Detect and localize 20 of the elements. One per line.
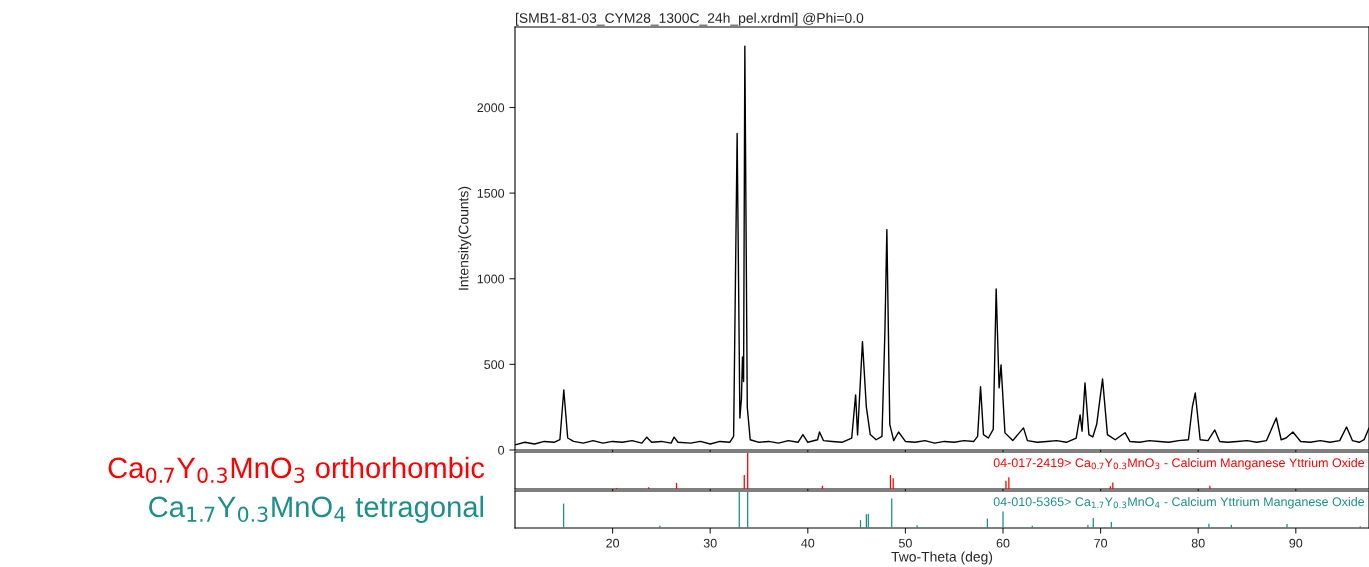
x-tick-label: 70	[1094, 538, 1108, 548]
x-tick-label: 30	[703, 538, 717, 548]
y-tick-label: 2000	[477, 103, 505, 113]
y-tick-label: 1500	[477, 188, 505, 198]
y-tick-label: 0	[498, 445, 505, 455]
x-tick-label: 80	[1191, 538, 1205, 548]
x-tick-label: 60	[996, 538, 1010, 548]
x-tick-label: 20	[606, 538, 620, 548]
x-tick-label: 90	[1289, 538, 1303, 548]
y-axis-title: Ca$_{0.7}$Y$_{0.3}$MnO$_{3}$ orthorhombic	[108, 456, 485, 483]
x-tick-label: 40	[801, 538, 815, 548]
annotation: 04-010-5365> Ca$_{1.7}$Y$_{0.3}$MnO$_{4}$ - Calcium Yttrium Manganese Oxide	[993, 496, 1365, 509]
x-axis-title: Two-Theta (deg)	[891, 551, 993, 565]
y-tick-label: 1000	[477, 274, 505, 284]
y-axis-title: Ca$_{1.7}$Y$_{0.3}$MnO$_{4}$ tetragonal	[149, 495, 484, 523]
y-tick-label: 500	[484, 360, 505, 370]
x-tick-label: 50	[898, 538, 912, 548]
y-axis-title: Intensity(Counts)	[458, 186, 472, 290]
annotation: 04-017-2419> Ca$_{0.7}$Y$_{0.3}$MnO$_{3}$ - Calcium Manganese Yttrium Oxide	[993, 457, 1365, 470]
chart-title: [SMB1-81-03_CYM28_1300C_24h_pel.xrdml] @Phi=0.0	[515, 12, 864, 26]
